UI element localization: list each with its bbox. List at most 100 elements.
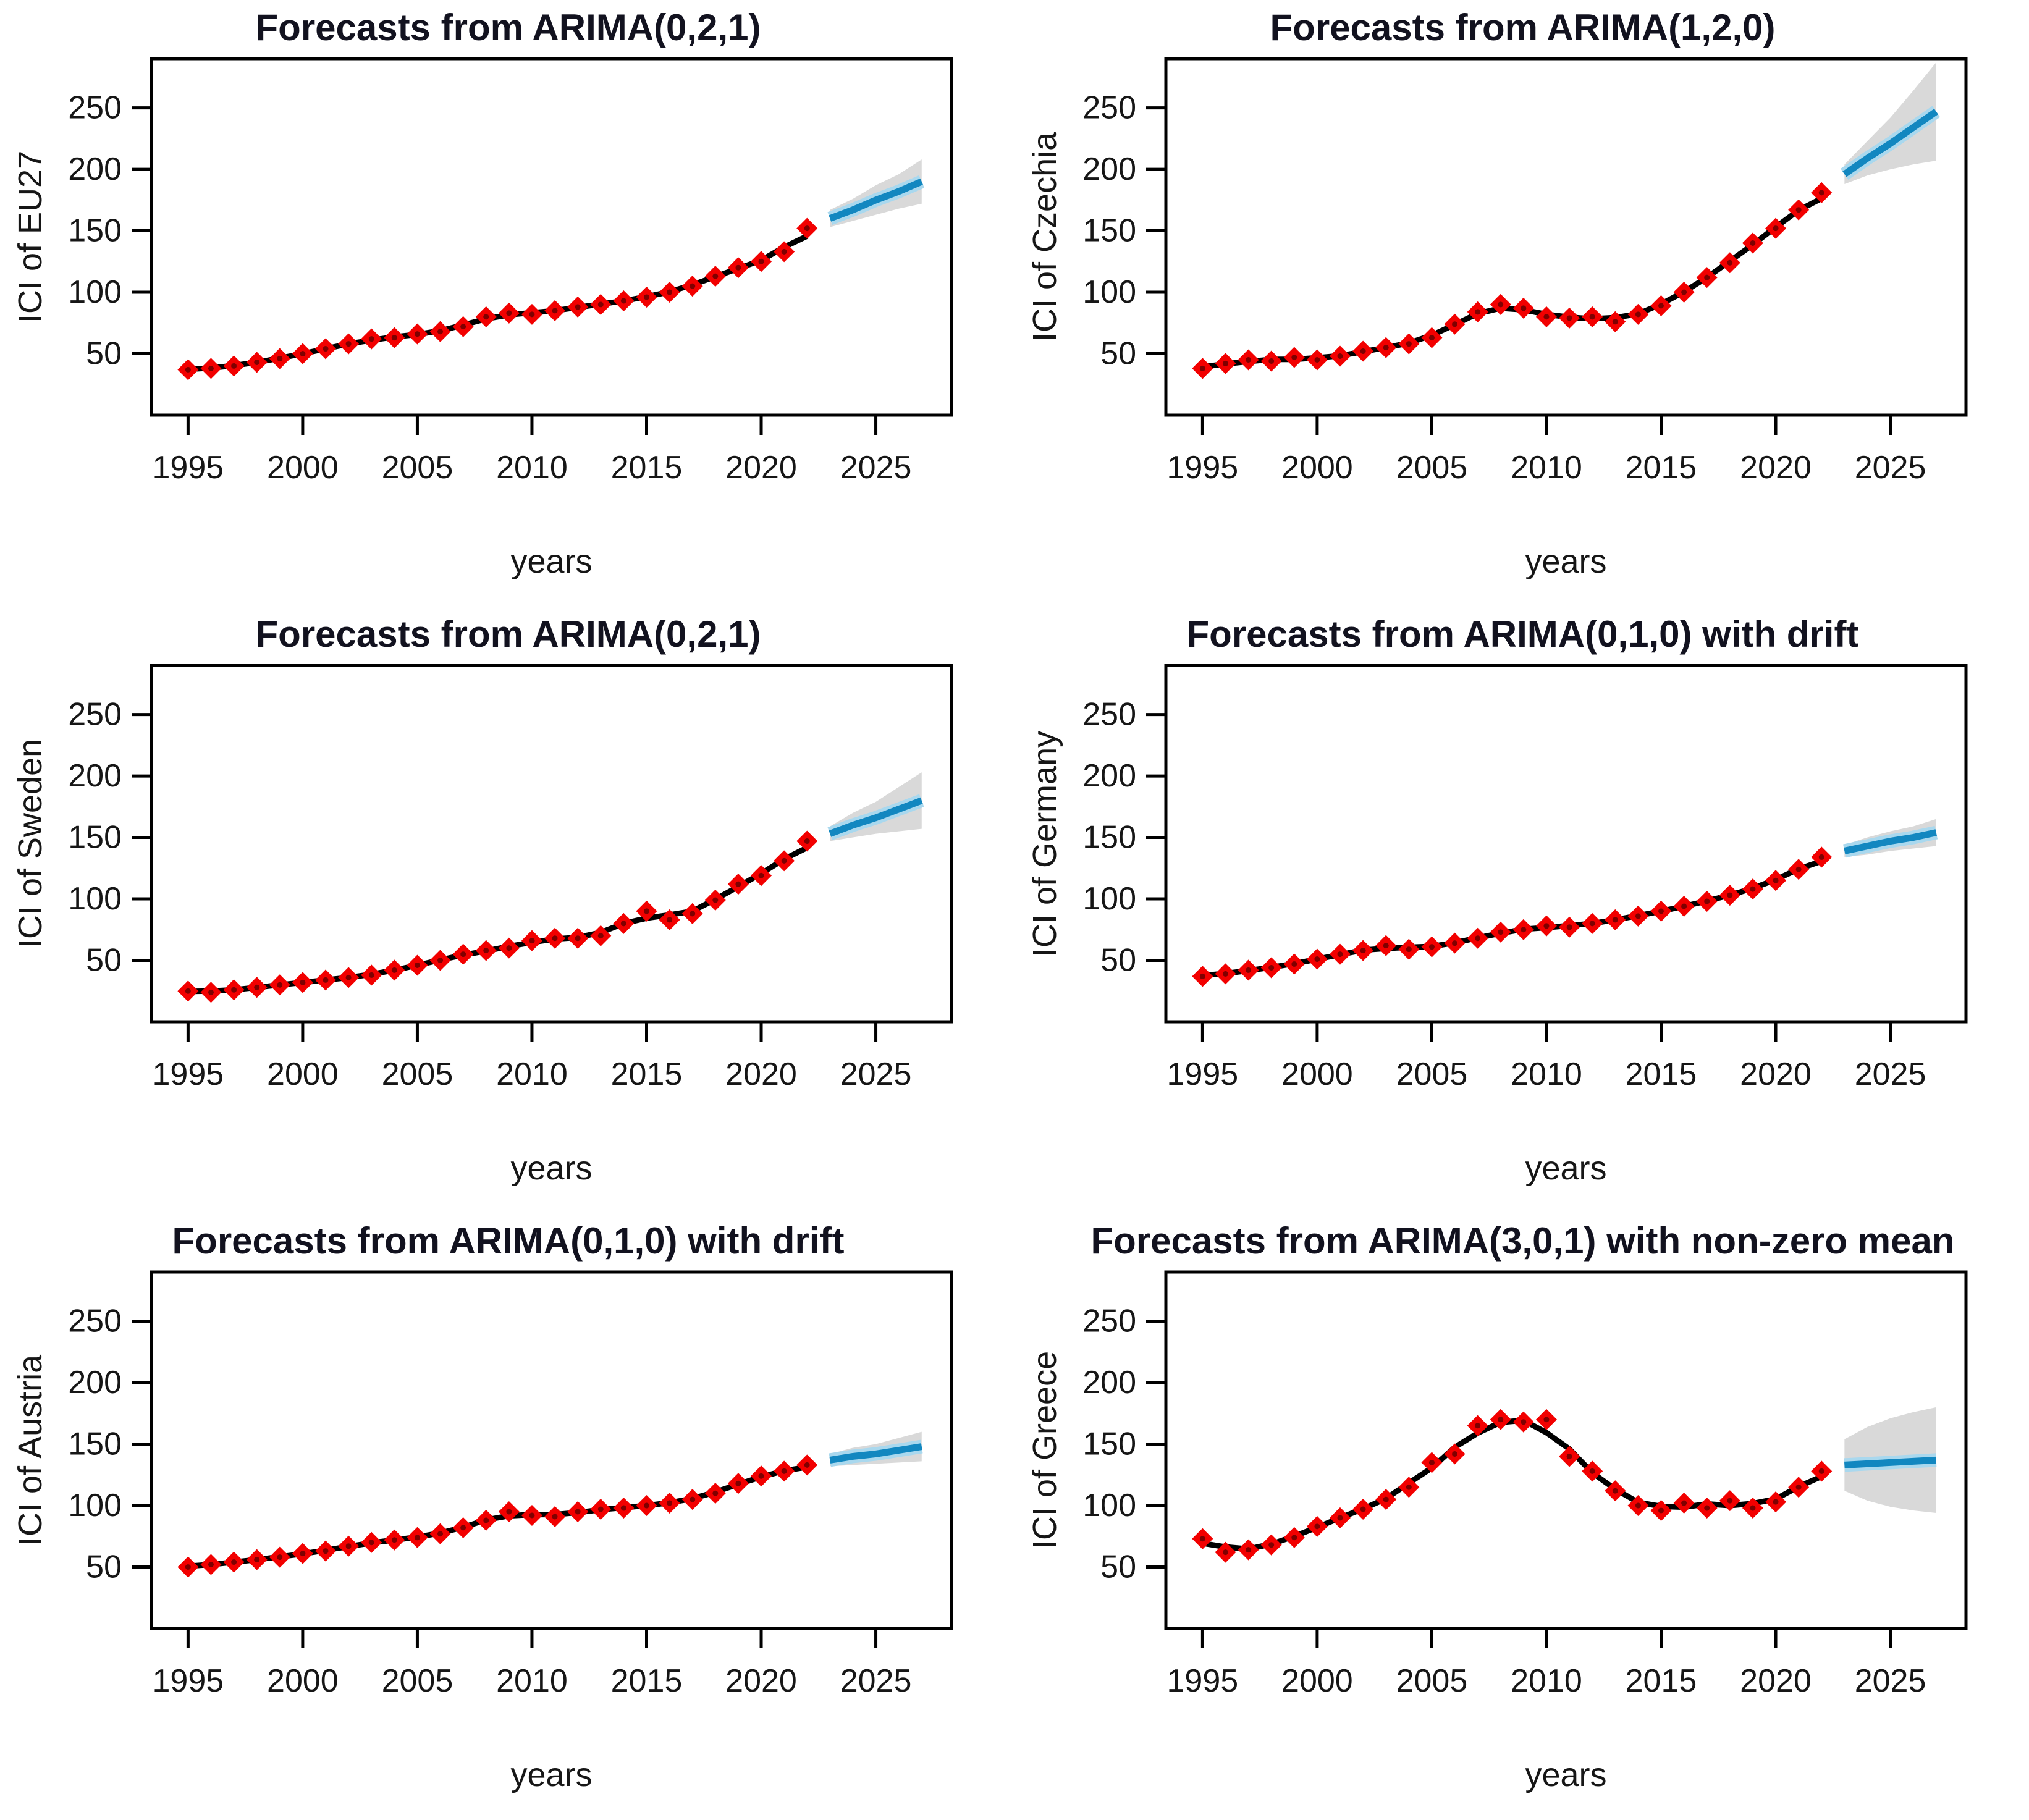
panel-sweden: Forecasts from ARIMA(0,2,1) ICI of Swede… xyxy=(0,607,1015,1213)
y-tick-label: 150 xyxy=(68,213,122,249)
data-point-core xyxy=(1428,335,1435,341)
data-point-core xyxy=(1452,321,1458,327)
data-point-core xyxy=(575,935,581,942)
y-tick-label: 100 xyxy=(68,1488,122,1523)
data-point-core xyxy=(506,1509,512,1515)
data-point-core xyxy=(1268,964,1275,971)
x-tick-label: 2015 xyxy=(611,1056,683,1092)
y-tick-label: 150 xyxy=(1082,213,1136,249)
x-tick-label: 2000 xyxy=(1281,1056,1353,1092)
data-point-core xyxy=(712,1490,719,1496)
x-tick-label: 1995 xyxy=(153,1663,224,1699)
x-tick-label: 2020 xyxy=(1740,1663,1812,1699)
data-point-core xyxy=(300,351,306,357)
data-point-core xyxy=(185,1564,191,1570)
panel-czechia: Forecasts from ARIMA(1,2,0) ICI of Czech… xyxy=(1015,0,2029,607)
data-point-core xyxy=(368,336,374,342)
data-point-core xyxy=(1704,274,1710,280)
data-point-core xyxy=(529,938,535,944)
data-point-core xyxy=(1795,866,1802,872)
plot-eu27: 1995 2000 2005 2010 2015 2020 2025 50 100 150 200 2… xyxy=(68,57,953,486)
x-tick-label: 2020 xyxy=(725,1056,797,1092)
x-tick-label: 2020 xyxy=(1740,1056,1812,1092)
data-point-core xyxy=(185,988,191,994)
data-point-core xyxy=(552,1514,558,1520)
data-point-core xyxy=(758,872,764,878)
data-point-core xyxy=(391,1537,397,1543)
data-point-core xyxy=(1475,1423,1481,1429)
data-point-core xyxy=(208,365,214,371)
data-point-core xyxy=(1521,1419,1527,1425)
plot-sweden: 1995 2000 2005 2010 2015 2020 2025 50 100 150 200 2… xyxy=(68,664,953,1092)
y-tick-label: 250 xyxy=(68,90,122,126)
data-point-core xyxy=(483,1517,489,1523)
data-point-core xyxy=(1589,314,1595,320)
data-point-core xyxy=(620,298,626,304)
data-point-core xyxy=(1773,877,1779,883)
data-point-core xyxy=(1773,1499,1779,1505)
y-tick-label: 150 xyxy=(1082,820,1136,856)
data-point-core xyxy=(1246,967,1252,973)
forecast-line xyxy=(829,178,923,222)
data-point-core xyxy=(1222,1549,1228,1556)
data-point-core xyxy=(1314,1523,1320,1530)
data-point-core xyxy=(552,935,558,942)
data-point-core xyxy=(1818,190,1824,196)
data-point-core xyxy=(1589,921,1595,927)
plot-austria: 1995 2000 2005 2010 2015 2020 2025 50 100 150 200 2… xyxy=(68,1270,953,1699)
data-point-core xyxy=(414,331,420,337)
data-point-core xyxy=(1291,1535,1297,1541)
data-point-core xyxy=(1543,923,1550,929)
data-point-core xyxy=(620,1505,626,1511)
data-point-core xyxy=(667,289,673,295)
data-point-core xyxy=(1406,1484,1412,1490)
data-point-core xyxy=(1704,1505,1710,1511)
panel-title: Forecasts from ARIMA(0,1,0) with drift xyxy=(1186,613,1859,655)
data-point-core xyxy=(1246,1547,1252,1553)
x-tick-label: 2020 xyxy=(725,450,797,486)
data-point-core xyxy=(323,1548,329,1554)
panel-title: Forecasts from ARIMA(3,0,1) with non-zer… xyxy=(1090,1220,1955,1262)
data-point-core xyxy=(345,974,352,980)
data-point-core xyxy=(804,838,810,845)
x-tick-label: 2005 xyxy=(1396,1663,1468,1699)
data-point-core xyxy=(1199,1536,1205,1542)
y-tick-label: 200 xyxy=(68,758,122,794)
data-point-core xyxy=(1750,1505,1756,1511)
data-point-core xyxy=(391,335,397,341)
data-point-core xyxy=(1475,309,1481,315)
data-point-core xyxy=(643,1502,649,1509)
plot-border xyxy=(150,57,953,417)
data-point-core xyxy=(1795,207,1802,213)
data-point-core xyxy=(1268,358,1275,364)
x-tick-label: 2020 xyxy=(725,1663,797,1699)
panel-germany: Forecasts from ARIMA(0,1,0) with drift I… xyxy=(1015,607,2029,1213)
data-point-core xyxy=(1773,225,1779,232)
data-point-core xyxy=(208,989,214,995)
data-point-core xyxy=(254,359,260,365)
x-tick-label: 2010 xyxy=(496,1663,568,1699)
data-point-core xyxy=(529,311,535,318)
plot-border xyxy=(150,664,953,1024)
y-tick-label: 250 xyxy=(1082,1304,1136,1339)
data-point-core xyxy=(690,283,696,289)
data-point-core xyxy=(1498,301,1504,308)
y-tick-label: 200 xyxy=(1082,1365,1136,1401)
data-point-core xyxy=(231,363,237,369)
data-point-core xyxy=(1222,971,1228,977)
data-point-core xyxy=(1246,356,1252,363)
fitted-line xyxy=(188,234,809,373)
fitted-line xyxy=(1202,196,1823,370)
x-tick-label: 2015 xyxy=(611,1663,683,1699)
x-axis-label: years xyxy=(510,1150,593,1187)
data-point-core xyxy=(1543,314,1550,320)
data-point-core xyxy=(735,264,741,271)
x-tick-label: 2015 xyxy=(1626,1056,1697,1092)
x-tick-label: 2005 xyxy=(382,450,453,486)
data-point-core xyxy=(1498,929,1504,935)
data-point-core xyxy=(712,897,719,903)
data-point-core xyxy=(735,881,741,887)
data-point-core xyxy=(1612,1488,1618,1494)
data-point-core xyxy=(758,1473,764,1479)
y-tick-label: 200 xyxy=(68,1365,122,1401)
